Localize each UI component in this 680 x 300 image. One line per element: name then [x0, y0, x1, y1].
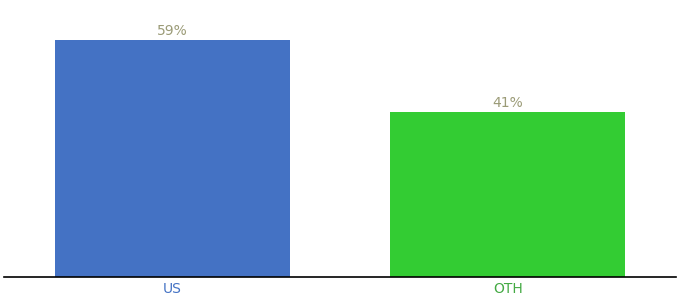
Bar — [54, 40, 290, 277]
Text: 41%: 41% — [492, 97, 524, 110]
Bar — [390, 112, 626, 277]
Text: 59%: 59% — [156, 24, 188, 38]
